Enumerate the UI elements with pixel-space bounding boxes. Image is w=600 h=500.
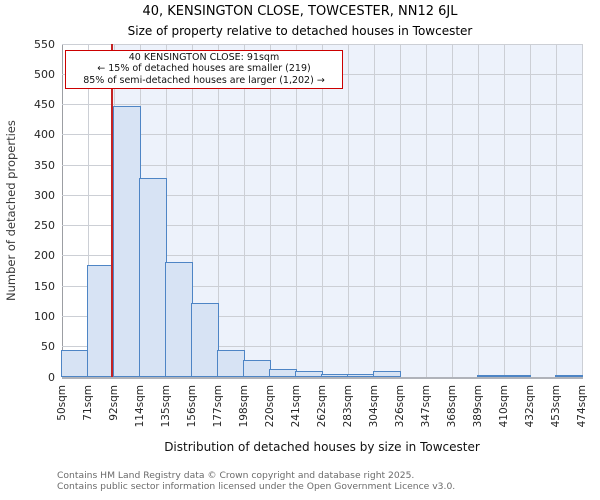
y-tick-label: 500 [34, 67, 55, 81]
annotation-line: 85% of semi-detached houses are larger (… [83, 74, 325, 86]
x-tick-label: 326sqm [394, 385, 406, 428]
x-tick-label: 135sqm [160, 385, 172, 428]
histogram-bar [555, 374, 583, 377]
x-tick-label: 262sqm [316, 385, 328, 428]
histogram-bar [269, 368, 297, 377]
histogram-bar [373, 370, 401, 377]
gridline-vertical [451, 44, 453, 377]
x-axis-spine [62, 377, 583, 379]
gridline-vertical [217, 44, 219, 377]
x-tick-label: 220sqm [264, 385, 276, 428]
histogram-bar [321, 373, 349, 377]
annotation-line: ← 15% of detached houses are smaller (21… [97, 63, 311, 75]
histogram-bar [165, 261, 193, 377]
gridline-vertical [321, 44, 323, 377]
x-tick-label: 50sqm [56, 385, 68, 421]
gridline-vertical [399, 44, 401, 377]
gridline-vertical [555, 44, 557, 377]
x-tick-label: 177sqm [212, 385, 224, 428]
x-tick-label: 114sqm [134, 385, 146, 428]
gridline-vertical [191, 44, 193, 377]
x-tick-label: 474sqm [576, 385, 588, 428]
gridline-vertical [269, 44, 271, 377]
y-tick-label: 250 [34, 219, 55, 233]
x-tick-label: 389sqm [472, 385, 484, 428]
x-tick-label: 453sqm [550, 385, 562, 428]
gridline-vertical [243, 44, 245, 377]
y-tick-label: 150 [34, 279, 55, 293]
y-axis-spine [62, 44, 63, 377]
attribution-footer: Contains HM Land Registry data © Crown c… [57, 470, 597, 492]
x-tick-label: 304sqm [368, 385, 380, 428]
annotation-line: 40 KENSINGTON CLOSE: 91sqm [128, 52, 280, 63]
y-tick-label: 450 [34, 98, 55, 112]
x-tick-label: 432sqm [524, 385, 536, 428]
x-tick-label: 283sqm [342, 385, 354, 428]
histogram-bar [191, 302, 219, 377]
histogram-bar [503, 374, 531, 377]
plot-area [61, 43, 583, 379]
y-tick-label: 50 [41, 340, 55, 354]
gridline-vertical [87, 44, 89, 377]
y-tick-label: 400 [34, 128, 55, 142]
histogram-bar [295, 370, 323, 377]
gridline-vertical [477, 44, 479, 377]
gridline-vertical [581, 44, 583, 377]
gridline-vertical [529, 44, 531, 377]
x-tick-label: 71sqm [82, 385, 94, 421]
y-axis-title: Number of detached properties [4, 120, 18, 301]
x-tick-label: 368sqm [446, 385, 458, 428]
gridline-vertical [347, 44, 349, 377]
x-tick-label: 156sqm [186, 385, 198, 428]
x-axis-title: Distribution of detached houses by size … [164, 440, 480, 454]
histogram-bar [347, 373, 375, 377]
y-tick-label: 0 [48, 370, 55, 384]
chart-title: 40, KENSINGTON CLOSE, TOWCESTER, NN12 6J… [142, 4, 458, 19]
gridline-vertical [295, 44, 297, 377]
footer-line-2: Contains public sector information licen… [57, 480, 456, 492]
gridline-vertical [425, 44, 427, 377]
y-tick-label: 300 [34, 188, 55, 202]
histogram-bar [477, 374, 505, 377]
histogram-bar [139, 178, 167, 377]
x-tick-label: 410sqm [498, 385, 510, 428]
histogram-bar [243, 360, 271, 377]
histogram-bar [87, 265, 115, 377]
footer-line-1: Contains HM Land Registry data © Crown c… [57, 470, 415, 481]
y-tick-label: 100 [34, 309, 55, 323]
x-tick-label: 347sqm [420, 385, 432, 428]
histogram-bar [61, 349, 89, 377]
property-annotation-box: 40 KENSINGTON CLOSE: 91sqm ← 15% of detac… [65, 50, 343, 90]
y-tick-label: 550 [34, 37, 55, 51]
chart-subtitle: Size of property relative to detached ho… [127, 24, 473, 38]
x-tick-label: 92sqm [108, 385, 120, 421]
y-tick-label: 350 [34, 158, 55, 172]
x-tick-label: 241sqm [290, 385, 302, 428]
property-size-marker-line [111, 44, 114, 377]
x-tick-label: 198sqm [238, 385, 250, 428]
histogram-bar [217, 349, 245, 377]
histogram-bar [113, 105, 141, 377]
gridline-vertical [503, 44, 505, 377]
y-tick-label: 200 [34, 249, 55, 263]
gridline-vertical [373, 44, 375, 377]
